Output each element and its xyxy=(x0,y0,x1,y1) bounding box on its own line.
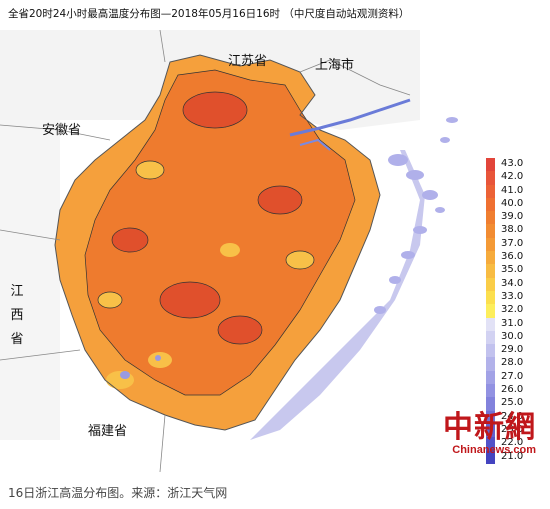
legend-label: 42.0 xyxy=(501,171,524,183)
legend-label: 24.0 xyxy=(501,410,524,422)
legend-swatch xyxy=(486,264,495,278)
legend-item: 33.0 xyxy=(480,290,540,305)
legend-label: 38.0 xyxy=(501,224,524,236)
legend-item: 35.0 xyxy=(480,264,540,278)
legend-swatch xyxy=(486,224,495,238)
legend-item: 43.0 xyxy=(480,158,540,172)
legend-label: 40.0 xyxy=(501,197,524,209)
neighbor-land-left xyxy=(0,120,60,440)
legend-label: 29.0 xyxy=(501,344,524,356)
legend-item: 30.0 xyxy=(480,330,540,345)
legend-swatch xyxy=(486,423,495,438)
legend-item: 39.0 xyxy=(480,211,540,225)
watermark: 中新網 Chinanews.com xyxy=(443,410,536,457)
legend-item: 40.0 xyxy=(480,197,540,212)
neighbor-borders xyxy=(0,29,411,472)
legend-label: 27.0 xyxy=(501,370,524,382)
legend-label: 28.0 xyxy=(501,357,524,369)
legend-swatch xyxy=(486,304,495,318)
legend-item: 26.0 xyxy=(480,384,540,398)
legend-swatch xyxy=(486,197,495,212)
zhejiang-map xyxy=(0,29,458,472)
river xyxy=(299,138,331,151)
legend-swatch xyxy=(486,251,495,265)
legend-label: 22.0 xyxy=(501,437,524,449)
legend-swatch xyxy=(486,410,495,424)
legend-swatch xyxy=(486,171,495,185)
legend-label: 21.0 xyxy=(501,450,524,462)
legend-label: 41.0 xyxy=(501,184,524,196)
province-border xyxy=(54,54,381,431)
legend-label: 34.0 xyxy=(501,277,524,289)
region-shanghai: 上海市 xyxy=(315,58,355,73)
legend-item: 37.0 xyxy=(480,237,540,252)
legend-swatch xyxy=(486,317,495,331)
legend-swatch xyxy=(486,211,495,225)
legend-label: 39.0 xyxy=(501,211,524,223)
legend-label: 31.0 xyxy=(501,317,524,329)
legend-item: 22.0 xyxy=(480,437,540,451)
hangzhou-bay xyxy=(289,98,411,137)
islands xyxy=(374,117,458,314)
legend-item: 34.0 xyxy=(480,277,540,291)
region-jiangxi: 江西省 xyxy=(10,280,24,352)
legend-item: 36.0 xyxy=(480,251,540,265)
legend-swatch xyxy=(486,237,495,252)
legend-item: 23.0 xyxy=(480,423,540,438)
legend-label: 43.0 xyxy=(501,158,524,169)
legend-label: 26.0 xyxy=(501,384,524,396)
legend-swatch xyxy=(486,437,495,451)
legend-label: 36.0 xyxy=(501,251,524,263)
legend-label: 33.0 xyxy=(501,290,524,302)
cold-spots xyxy=(120,355,161,379)
legend-swatch xyxy=(486,290,495,305)
contour-lines xyxy=(84,69,356,396)
legend-item: 38.0 xyxy=(480,224,540,238)
legend-item: 41.0 xyxy=(480,184,540,198)
legend-item: 29.0 xyxy=(480,344,540,358)
cool-pockets xyxy=(98,161,314,389)
region-jiangxi-text: 江西省 xyxy=(10,284,24,347)
region-jiangsu: 江苏省 xyxy=(228,54,268,69)
watermark-logo-cn: 中新網 xyxy=(443,410,536,445)
legend-swatch xyxy=(486,397,495,411)
legend-swatch xyxy=(486,357,495,371)
legend-label: 35.0 xyxy=(501,264,524,276)
legend-label: 25.0 xyxy=(501,397,524,409)
legend-swatch xyxy=(486,384,495,398)
legend-label: 30.0 xyxy=(501,330,524,342)
temperature-map-figure: 全省20时24小时最高温度分布图—2018年05月16日16时 （中尺度自动站观… xyxy=(0,8,540,472)
legend-item: 21.0 xyxy=(480,450,540,464)
legend-label: 32.0 xyxy=(501,304,524,316)
legend-label: 37.0 xyxy=(501,237,524,249)
map-title: 全省20时24小时最高温度分布图—2018年05月16日16时 （中尺度自动站观… xyxy=(8,8,410,20)
temperature-legend: 43.0 42.0 41.0 40.0 39.0 38.0 37.0 36.0 35.0 34.0… xyxy=(480,158,540,464)
legend-swatch xyxy=(486,158,495,172)
legend-swatch xyxy=(486,277,495,291)
hot-cores xyxy=(112,92,302,344)
region-fujian: 福建省 xyxy=(88,424,128,439)
legend-swatch xyxy=(486,330,495,345)
watermark-logo-en: Chinanews.com xyxy=(452,444,536,456)
legend-item: 27.0 xyxy=(480,370,540,385)
legend-item: 24.0 xyxy=(480,410,540,424)
legend-item: 31.0 xyxy=(480,317,540,331)
legend-swatch xyxy=(486,344,495,358)
legend-label: 23.0 xyxy=(501,423,524,435)
legend-item: 32.0 xyxy=(480,304,540,318)
legend-swatch xyxy=(486,370,495,385)
legend-item: 25.0 xyxy=(480,397,540,411)
region-anhui: 安徽省 xyxy=(42,123,82,138)
legend-item: 28.0 xyxy=(480,357,540,371)
legend-swatch xyxy=(486,450,495,464)
legend-swatch xyxy=(486,184,495,198)
figure-caption: 16日浙江高温分布图。来源：浙江天气网 xyxy=(8,486,228,500)
province-hot xyxy=(85,70,355,395)
legend-item: 42.0 xyxy=(480,171,540,185)
